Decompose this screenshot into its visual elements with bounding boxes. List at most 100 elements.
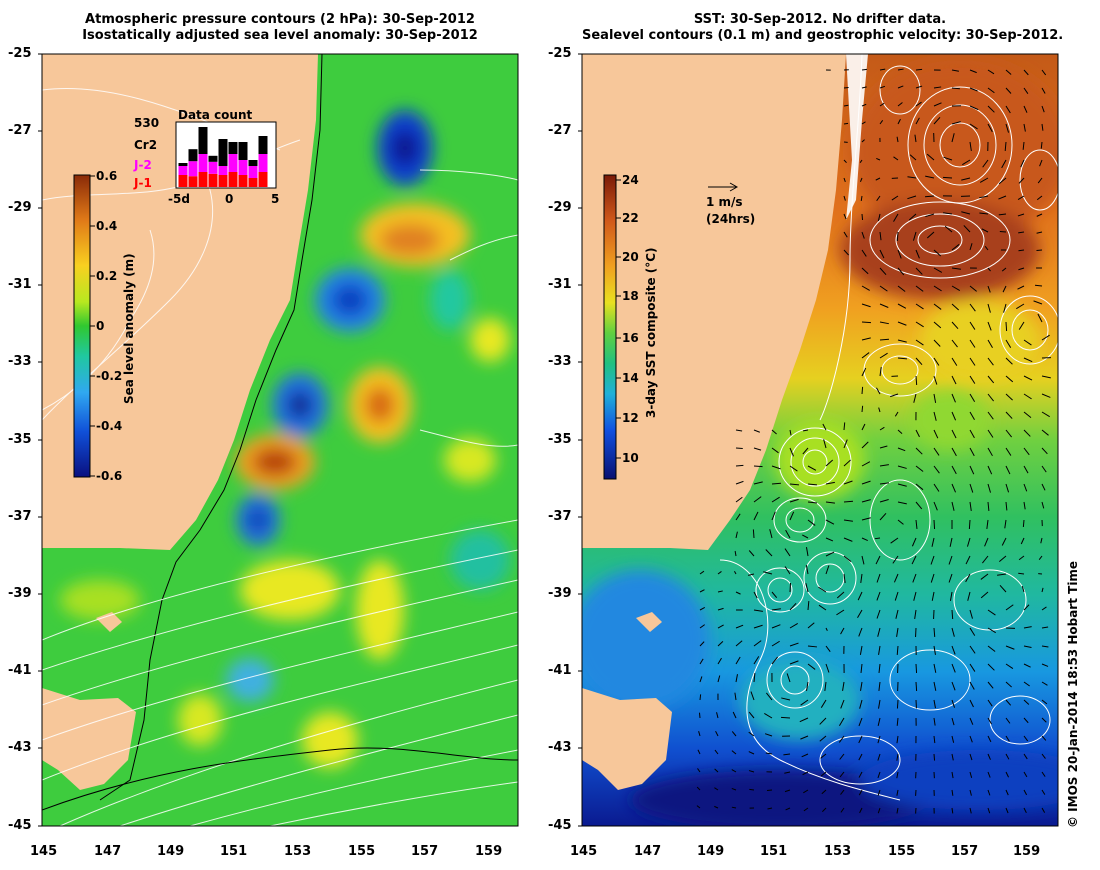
right-map [582,54,1058,826]
velocity-scale-duration: (24hrs) [706,212,756,226]
velocity-arrow [969,717,974,725]
left-lat-tick: -31 [8,277,32,292]
data-count-bar-j1 [178,175,188,187]
velocity-arrow [748,751,755,755]
velocity-arrow [963,225,971,233]
velocity-arrow [780,716,791,719]
velocity-arrow [987,303,991,313]
velocity-arrow [933,519,936,530]
velocity-arrow [858,771,863,778]
velocity-arrow [876,591,881,601]
velocity-arrow [771,496,780,503]
velocity-arrow [987,321,992,331]
velocity-arrow [1005,681,1012,688]
velocity-arrow [915,357,923,366]
velocity-arrow [1036,231,1043,234]
velocity-arrow [731,731,737,737]
velocity-arrow [783,753,791,756]
velocity-arrow [823,439,827,449]
velocity-arrow [1005,123,1010,133]
velocity-arrow [857,591,863,601]
velocity-arrow [907,176,917,179]
velocity-arrow [843,177,846,183]
data-count-bar-j1 [258,172,268,187]
tasmania [42,688,136,790]
velocity-arrow [753,447,762,451]
velocity-arrow [861,537,868,542]
velocity-arrow [980,573,989,580]
right-lat-tick: -25 [548,46,572,61]
velocity-arrow [877,735,881,744]
velocity-arrow [1018,177,1025,184]
velocity-arrow [765,549,773,557]
velocity-arrow [915,501,923,510]
left-lat-tick: -25 [8,46,32,61]
velocity-arrow [807,600,810,611]
velocity-arrow [861,303,871,308]
velocity-arrow [1041,123,1044,131]
velocity-arrow [1004,141,1007,152]
velocity-arrow [1005,375,1014,383]
velocity-arrow [839,717,845,726]
velocity-arrow [895,609,899,619]
sst-colorbar-tick-label: 22 [622,211,639,225]
velocity-arrow [861,121,866,125]
velocity-arrow [896,771,899,779]
left-title-line2: Isostatically adjusted sea level anomaly… [82,28,478,43]
velocity-arrow [748,770,755,773]
velocity-arrow [951,244,960,251]
data-count-bar-j2 [178,166,188,175]
left-lat-tick: -37 [8,509,32,524]
velocity-arrow [843,249,849,256]
data-count-bar-cr2 [188,149,198,162]
velocity-arrow [1023,393,1032,400]
velocity-arrow [915,249,920,259]
velocity-arrow [861,267,869,275]
velocity-arrow [951,411,957,421]
velocity-arrow [753,609,763,612]
velocity-arrow [933,393,937,403]
data-count-bar-j2 [198,154,208,172]
velocity-arrow [987,87,995,94]
sla-colorbar-tick-label: 0 [96,319,105,333]
velocity-arrow [1005,321,1008,332]
velocity-arrow [969,627,976,636]
velocity-arrow [818,586,827,593]
velocity-arrow [969,321,976,330]
velocity-arrow [915,681,918,692]
velocity-arrow [839,753,845,760]
velocity-arrow [897,118,901,125]
data-count-bar-j2 [188,161,198,177]
velocity-arrow [805,583,809,593]
velocity-arrow [753,511,759,521]
velocity-arrow [933,483,940,492]
velocity-arrow [933,86,942,89]
velocity-arrow [784,566,791,575]
velocity-arrow [769,529,773,539]
velocity-arrow [785,529,791,539]
velocity-arrow [951,429,957,439]
velocity-arrow [897,483,907,487]
velocity-arrow [789,582,792,593]
velocity-arrow [915,483,924,491]
velocity-arrow [1018,267,1025,271]
left-lat-tick: -27 [8,123,32,138]
left-lat-tick: -43 [8,740,32,755]
velocity-arrow [843,573,846,583]
velocity-arrow [879,303,889,308]
velocity-arrow [1017,213,1025,217]
velocity-arrow [789,622,798,629]
velocity-arrow [979,212,989,215]
left-lon-tick: 159 [475,844,503,859]
velocity-arrow [951,121,961,125]
velocity-arrow [1023,483,1028,492]
velocity-arrow [715,730,719,737]
velocity-arrow [1041,735,1047,741]
velocity-arrow [987,429,994,438]
velocity-arrow [1018,555,1025,561]
velocity-arrow [933,465,940,474]
data-count-bar-cr2 [178,163,188,166]
velocity-arrow [819,735,827,742]
velocity-arrow [858,627,863,637]
